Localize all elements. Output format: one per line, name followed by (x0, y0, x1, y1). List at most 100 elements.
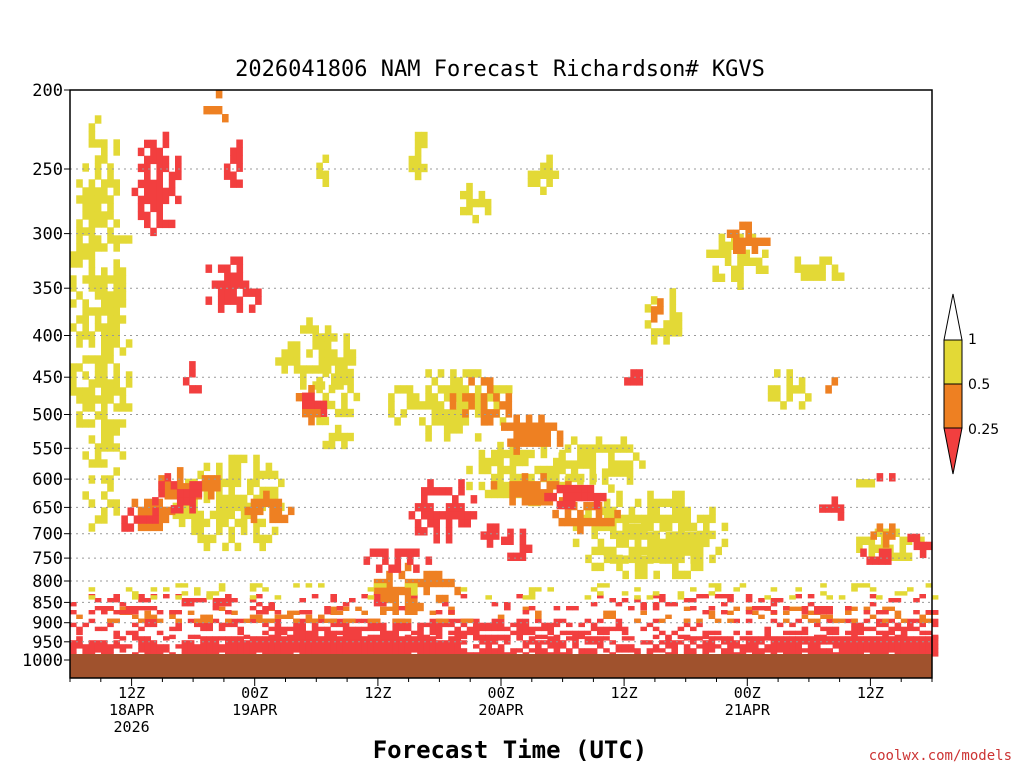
heatmap-cell (708, 614, 716, 619)
heatmap-cell (70, 648, 77, 653)
heatmap-cell (510, 648, 517, 653)
heatmap-cell (101, 515, 108, 524)
heatmap-cell (170, 481, 178, 490)
heatmap-cell (218, 626, 226, 632)
heatmap-cell (888, 626, 895, 632)
heatmap-cell (566, 630, 573, 636)
heatmap-cell (175, 610, 182, 615)
heatmap-cell (82, 307, 89, 316)
heatmap-cell (88, 395, 96, 404)
heatmap-cell (838, 640, 846, 645)
heatmap-cell (217, 288, 225, 297)
heatmap-cell (752, 610, 759, 615)
heatmap-cell (255, 288, 262, 297)
heatmap-cell (212, 636, 220, 641)
heatmap-cell (388, 401, 395, 410)
heatmap-cell (70, 644, 77, 649)
heatmap-cell (907, 636, 914, 641)
heatmap-cell (306, 365, 313, 374)
heatmap-cell (113, 640, 120, 645)
heatmap-cell (176, 467, 184, 476)
heatmap-cell (237, 636, 244, 641)
heatmap-cell (247, 486, 254, 496)
heatmap-cell (450, 385, 457, 394)
heatmap-cell (217, 304, 225, 313)
heatmap-cell (684, 547, 691, 556)
heatmap-cell (621, 644, 629, 649)
heatmap-cell (442, 602, 449, 607)
heatmap-cell (88, 219, 96, 228)
heatmap-cell (678, 514, 685, 524)
heatmap-cell (603, 583, 610, 588)
heatmap-cell (566, 622, 573, 628)
heatmap-cell (312, 325, 319, 334)
heatmap-cell (931, 618, 939, 624)
heatmap-cell (392, 618, 399, 623)
heatmap-cell (197, 534, 204, 544)
heatmap-cell (305, 630, 313, 636)
heatmap-cell (931, 610, 939, 615)
heatmap-cell (675, 328, 683, 337)
heatmap-cell (826, 636, 833, 641)
heatmap-cell (373, 594, 381, 599)
heatmap-cell (677, 595, 685, 600)
heatmap-cell (355, 634, 362, 640)
heatmap-cell (216, 462, 223, 472)
heatmap-cell (94, 163, 102, 172)
heatmap-cell (739, 644, 747, 649)
heatmap-cell (566, 606, 573, 611)
heatmap-cell (164, 483, 172, 492)
heatmap-cell (851, 618, 858, 623)
heatmap-cell (641, 522, 648, 532)
heatmap-cell (572, 644, 579, 649)
heatmap-cell (510, 630, 517, 636)
heatmap-cell (712, 249, 719, 258)
heatmap-cell (150, 522, 157, 532)
heatmap-cell (600, 492, 607, 502)
heatmap-cell (807, 648, 815, 653)
heatmap-cell (88, 475, 96, 484)
heatmap-cell (398, 648, 406, 653)
heatmap-cell (70, 283, 77, 292)
heatmap-cell (533, 178, 541, 187)
heatmap-cell (228, 486, 235, 496)
heatmap-cell (181, 640, 189, 645)
heatmap-cell (256, 498, 264, 508)
heatmap-cell (745, 636, 753, 641)
heatmap-cell (88, 587, 96, 592)
heatmap-cell (764, 626, 771, 632)
heatmap-cell (931, 652, 939, 657)
heatmap-cell (82, 243, 89, 252)
heatmap-cell (382, 548, 389, 557)
heatmap-cell (528, 626, 536, 632)
heatmap-cell (703, 530, 710, 540)
heatmap-cell (466, 190, 473, 200)
heatmap-cell (429, 618, 437, 624)
heatmap-cell (417, 622, 424, 628)
heatmap-cell (268, 626, 275, 632)
heatmap-cell (601, 476, 609, 485)
heatmap-cell (349, 644, 356, 649)
heatmap-cell (336, 610, 344, 615)
heatmap-cell (534, 489, 541, 498)
heatmap-cell (621, 591, 629, 596)
heatmap-cell (866, 556, 873, 565)
heatmap-cell (181, 602, 189, 607)
heatmap-cell (341, 392, 348, 402)
heatmap-cell (798, 377, 806, 386)
heatmap-cell (758, 614, 765, 619)
heatmap-cell (218, 606, 226, 611)
heatmap-cell (783, 610, 790, 615)
heatmap-cell (336, 630, 344, 636)
heatmap-cell (435, 644, 443, 649)
heatmap-cell (919, 644, 926, 649)
heatmap-cell (862, 479, 869, 488)
heatmap-cell (826, 640, 833, 645)
heatmap-cell (156, 630, 164, 636)
heatmap-cell (435, 630, 443, 636)
heatmap-cell (589, 460, 597, 469)
heatmap-cell (690, 648, 697, 653)
heatmap-cell (559, 457, 566, 467)
heatmap-cell (231, 644, 238, 649)
heatmap-cell (214, 475, 221, 484)
